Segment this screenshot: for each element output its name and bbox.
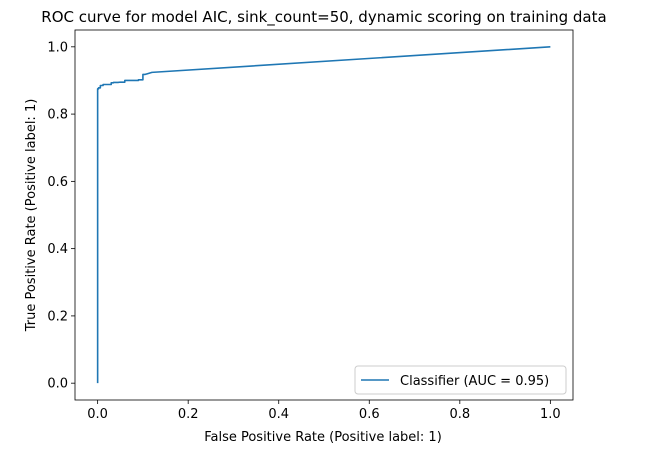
legend: Classifier (AUC = 0.95) [354, 365, 567, 395]
roc-curve-line [96, 46, 551, 384]
series-layer [96, 46, 551, 384]
x-tick-label: 0.0 [87, 407, 108, 422]
chart-title: ROC curve for model AIC, sink_count=50, … [41, 8, 606, 27]
y-tick-label: 0.6 [47, 175, 68, 190]
x-tick-label: 0.6 [359, 407, 380, 422]
y-tick-label: 0.2 [47, 309, 68, 324]
x-tick-label: 0.4 [268, 407, 289, 422]
y-tick-label: 0.0 [47, 377, 68, 392]
legend-box [354, 365, 567, 395]
ticks-layer: 0.0 0.2 0.4 0.6 0.8 1.0 0.0 0.2 0.4 0.6 0.8 1.0 [47, 40, 560, 422]
y-tick-label: 0.8 [47, 108, 68, 123]
y-tick-label: 1.0 [47, 40, 68, 55]
x-axis-label: False Positive Rate (Positive label: 1) [204, 430, 442, 445]
x-tick-label: 0.8 [449, 407, 470, 422]
x-tick-label: 1.0 [540, 407, 561, 422]
legend-label: Classifier (AUC = 0.95) [400, 374, 549, 389]
y-tick-label: 0.4 [47, 242, 68, 257]
x-tick-label: 0.2 [178, 407, 199, 422]
plot-frame [74, 29, 574, 401]
y-axis-label: True Positive Rate (Positive label: 1) [24, 99, 39, 333]
